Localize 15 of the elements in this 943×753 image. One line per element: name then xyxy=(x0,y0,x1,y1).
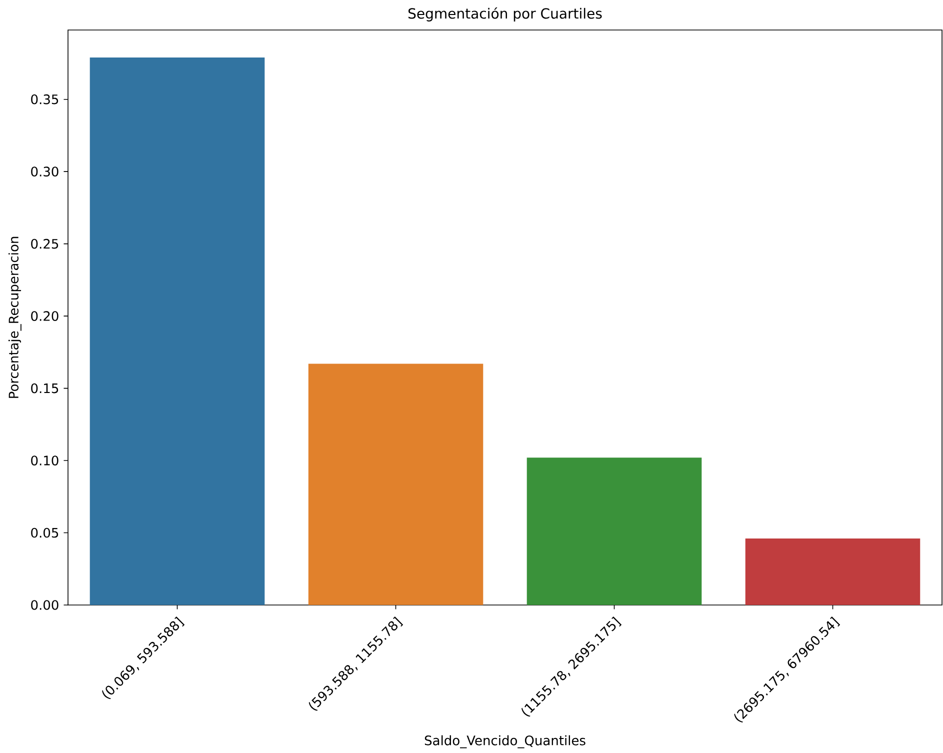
y-tick-label: 0.15 xyxy=(31,384,58,394)
y-tick-label: 0.10 xyxy=(31,456,58,466)
bar xyxy=(308,364,484,606)
y-axis-title: Porcentaje_Recuperacion xyxy=(8,237,22,398)
y-tick-label: 0.20 xyxy=(31,311,58,322)
y-tick-label: 0.00 xyxy=(31,600,58,610)
bar xyxy=(526,458,702,606)
y-tick-label: 0.25 xyxy=(31,239,58,249)
bar xyxy=(90,58,265,606)
bar xyxy=(745,538,920,606)
y-tick-label: 0.30 xyxy=(31,166,58,177)
x-axis-title: Saldo_Vencido_Quantiles xyxy=(424,735,586,748)
y-tick-label: 0.35 xyxy=(31,94,58,104)
chart-title: Segmentación por Cuartiles xyxy=(408,8,602,22)
y-tick-label: 0.05 xyxy=(31,528,58,538)
